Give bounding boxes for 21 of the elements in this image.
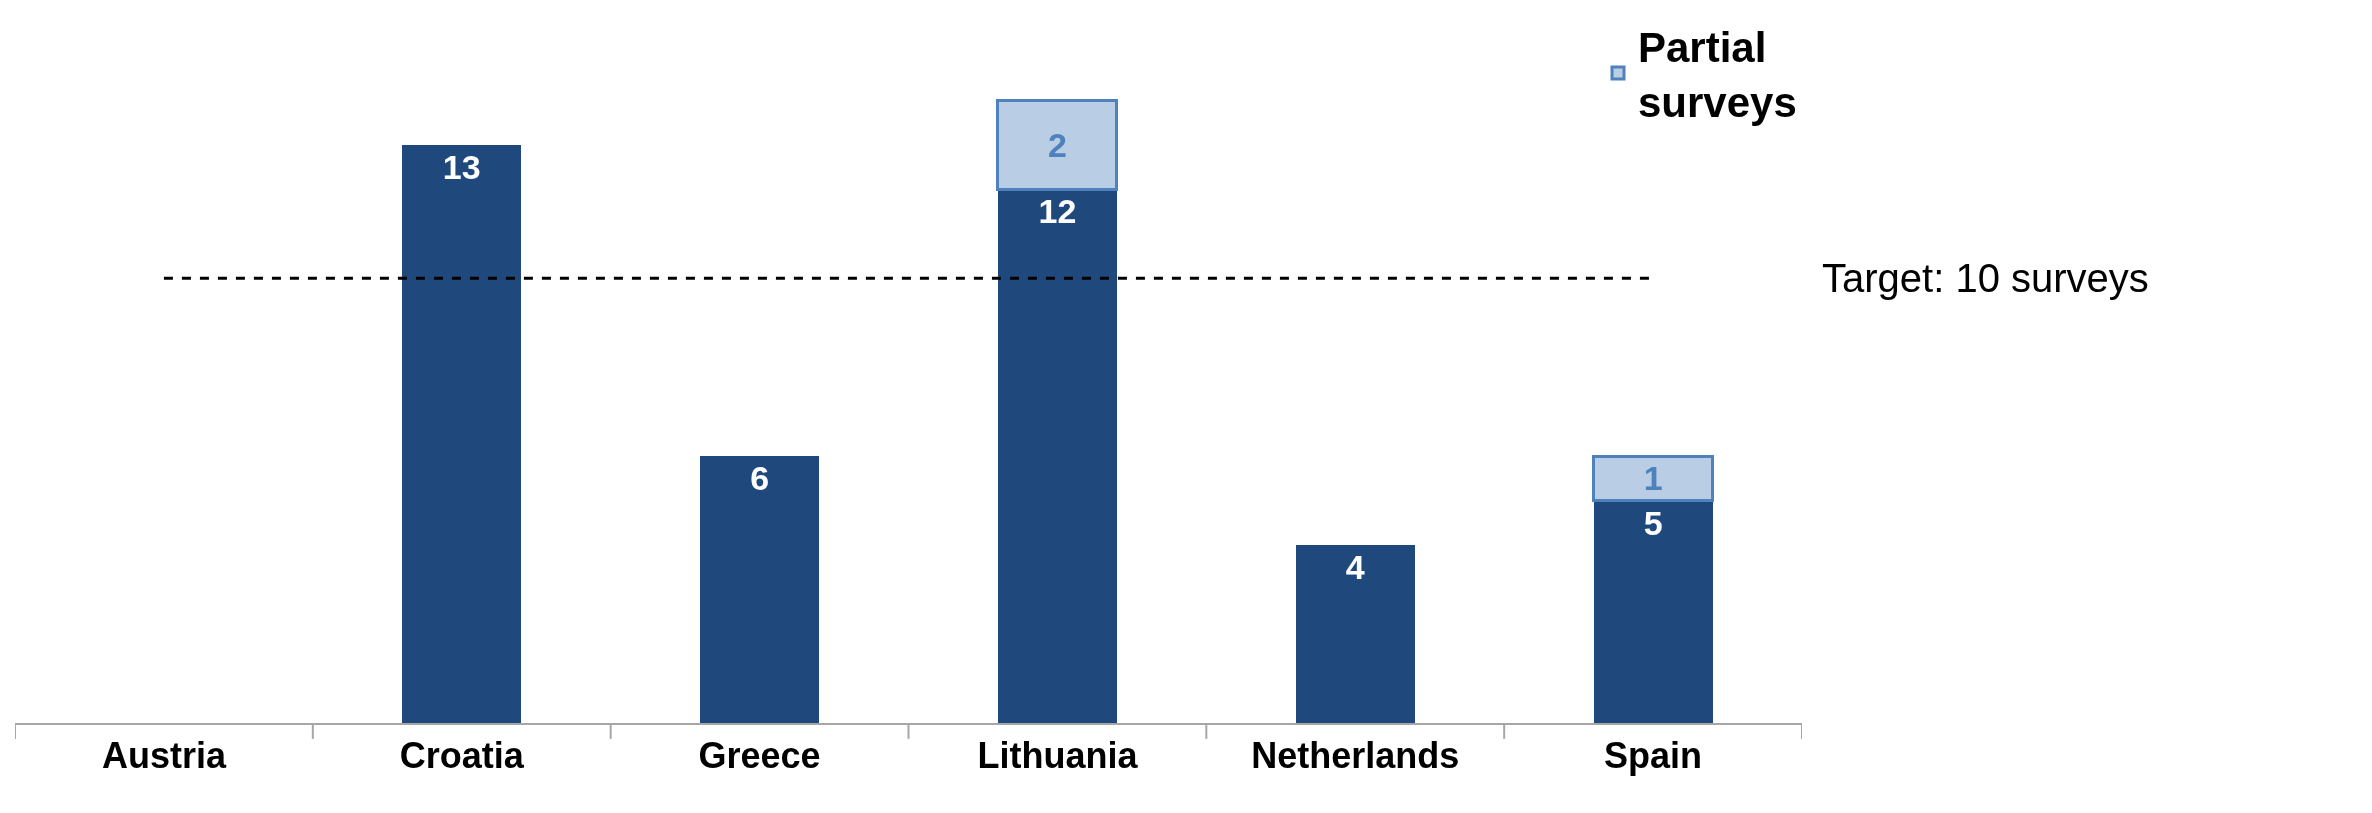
data-label: 4 <box>1345 548 1365 587</box>
bar <box>402 144 522 723</box>
x-tick-label: Austria <box>101 735 227 777</box>
ref-line-label: Target: 10 surveys <box>1822 256 2149 300</box>
legend-label: Partial surveys <box>1638 23 1797 126</box>
bar <box>1592 454 1715 503</box>
data-label: 13 <box>442 147 481 186</box>
data-label: 2 <box>1047 125 1067 164</box>
x-tick-label: Greece <box>698 735 821 777</box>
bar <box>700 456 820 723</box>
bar <box>1295 545 1415 723</box>
x-tick-label: Netherlands <box>1251 735 1460 777</box>
data-label: 5 <box>1643 503 1663 542</box>
x-tick-label: Spain <box>1604 735 1703 777</box>
data-label: 6 <box>750 459 770 498</box>
data-label: 12 <box>1038 192 1077 231</box>
x-tick-label: Lithuania <box>977 735 1139 777</box>
data-label: 1 <box>1643 459 1663 498</box>
x-tick-label: Croatia <box>399 735 525 777</box>
bar <box>997 189 1117 723</box>
bar <box>1593 500 1713 723</box>
